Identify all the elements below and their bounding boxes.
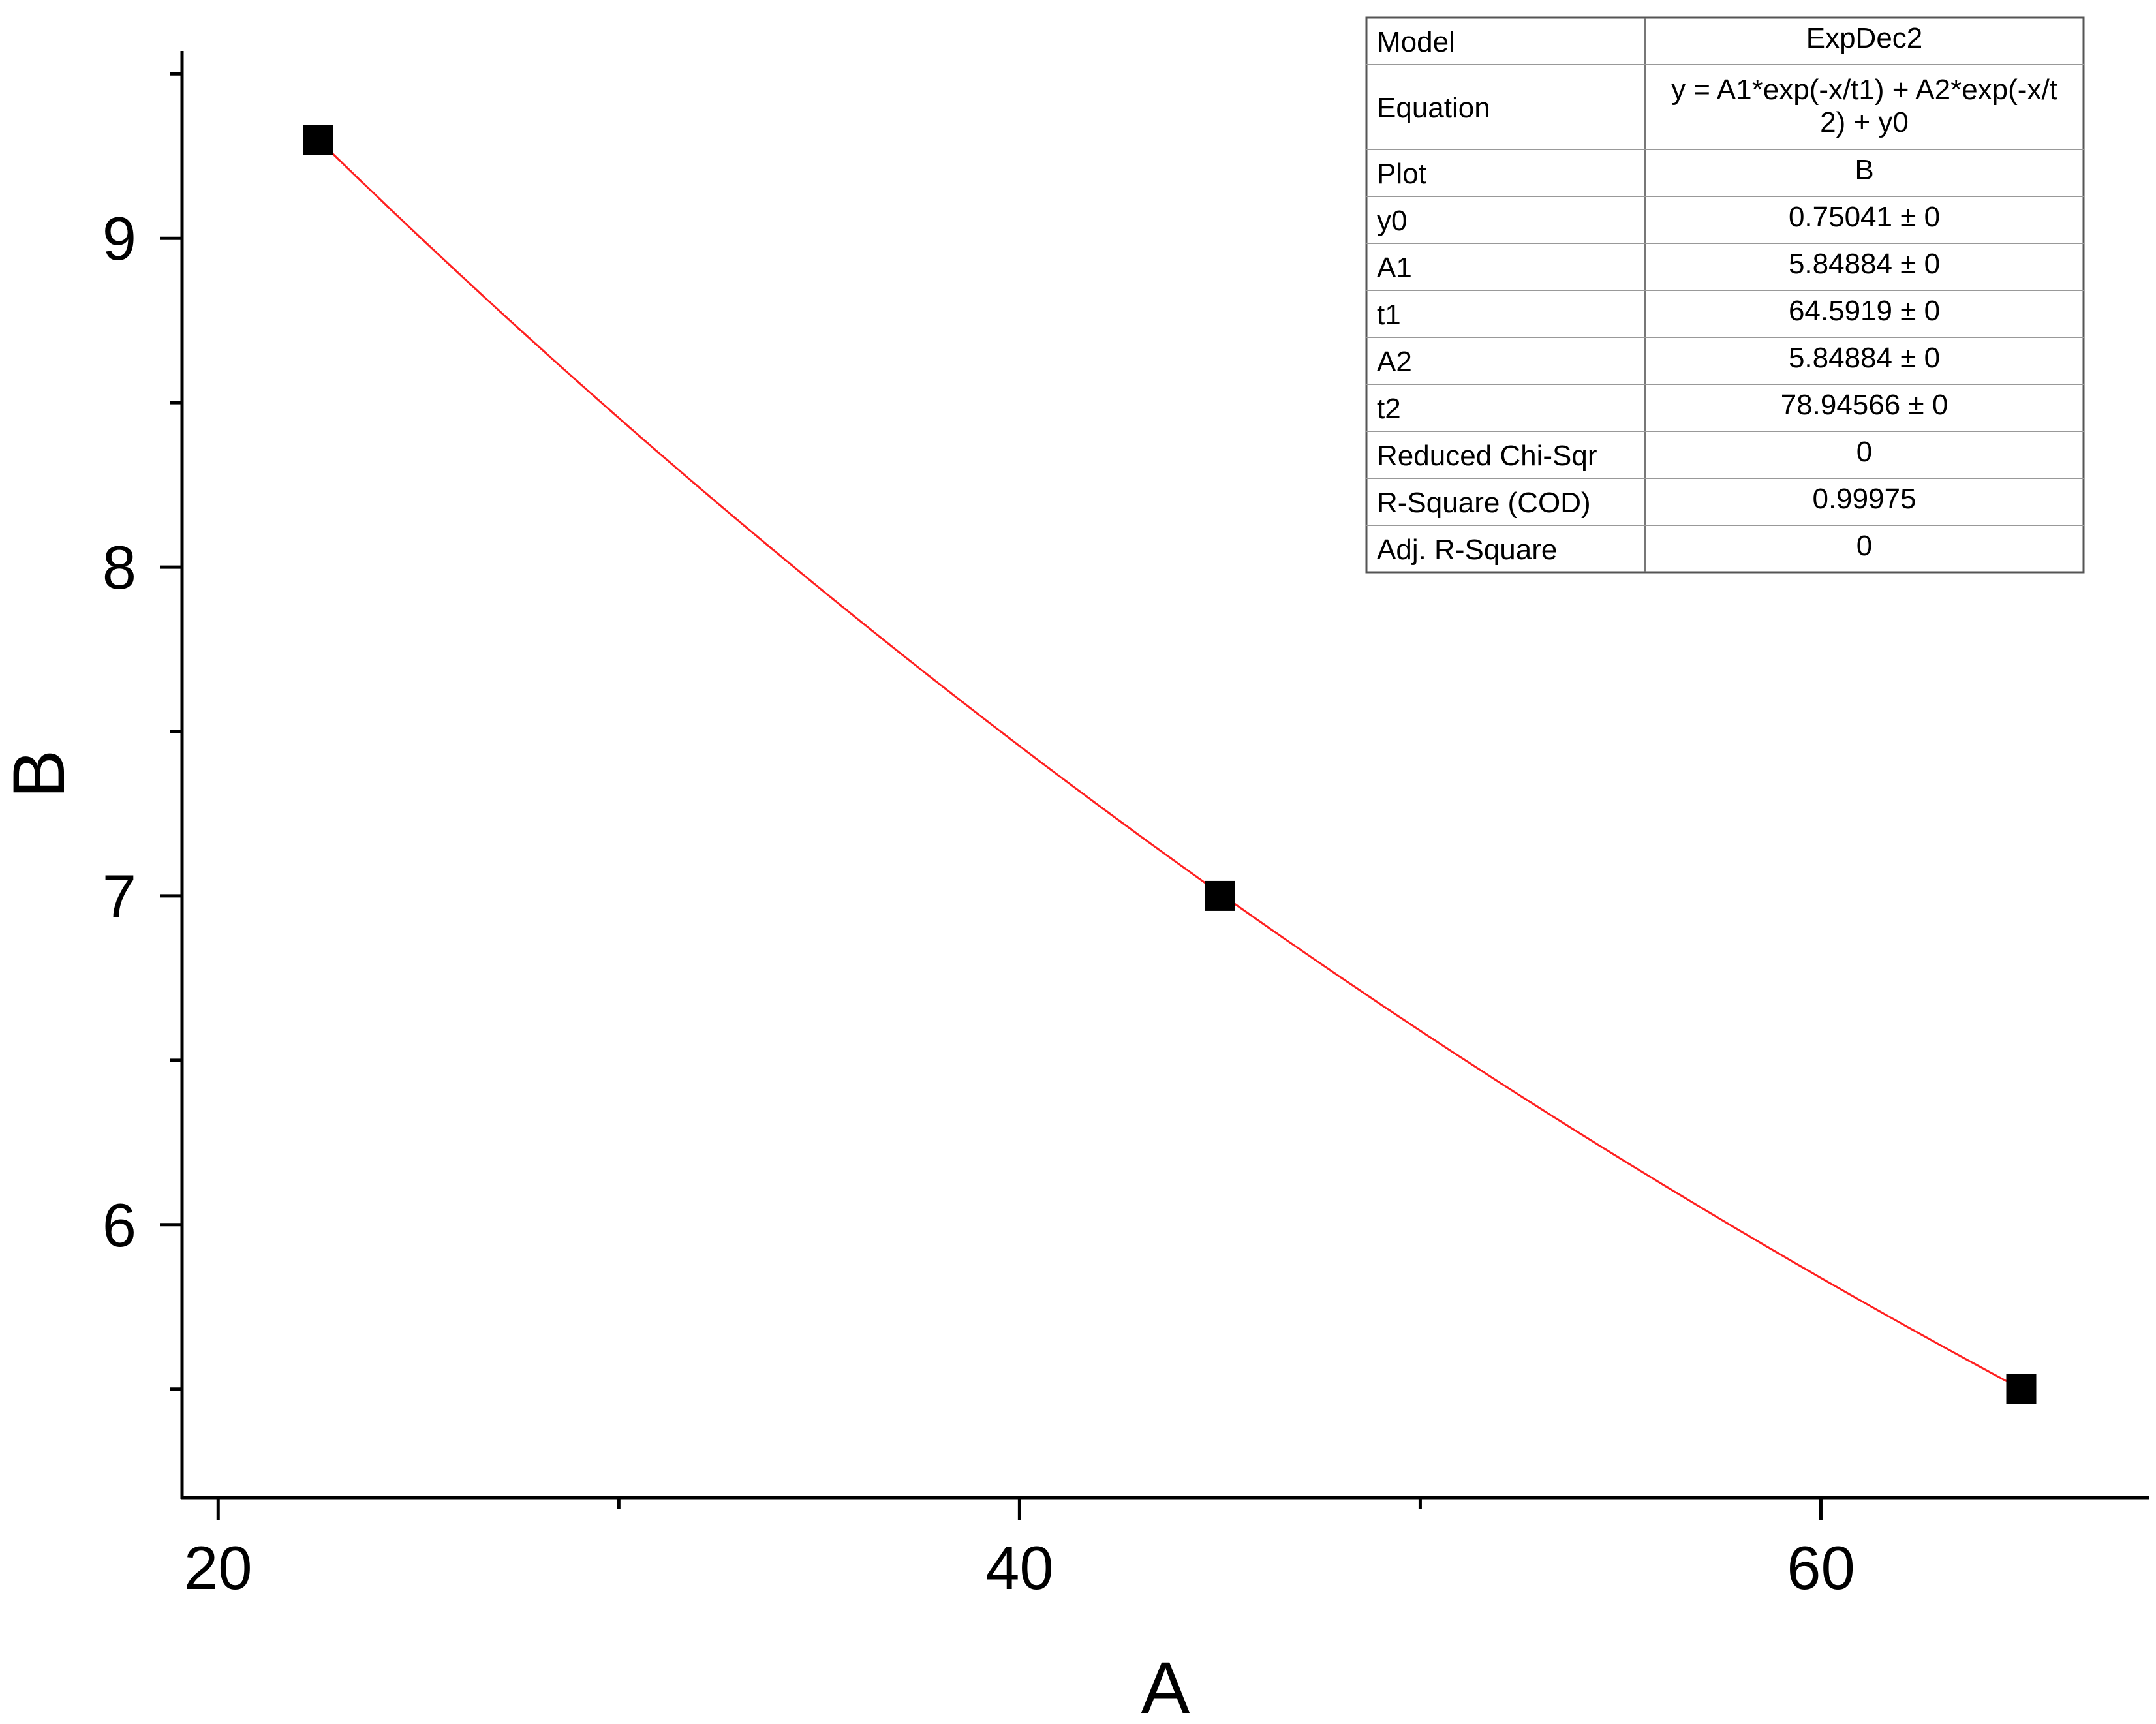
fit-table-value: 2) + y0 xyxy=(1820,106,1909,138)
ticks xyxy=(160,72,1823,1520)
fit-table-label: Equation xyxy=(1377,92,1490,124)
fit-table-value: 78.94566 ± 0 xyxy=(1781,389,1948,421)
fit-table-label: Model xyxy=(1377,26,1455,58)
fit-table-label: Adj. R-Square xyxy=(1377,534,1557,566)
data-point xyxy=(1205,880,1235,911)
fit-table-value: y = A1*exp(-x/t1) + A2*exp(-x/t xyxy=(1671,74,2057,106)
x-tick-label: 40 xyxy=(985,1533,1054,1602)
fit-layer xyxy=(317,138,2022,1391)
fit-table-value: 5.84884 ± 0 xyxy=(1789,342,1940,374)
tick-labels: 20 40 60 6 7 8 9 xyxy=(102,204,1855,1602)
fit-table-label: y0 xyxy=(1377,205,1407,237)
fit-table-label: t1 xyxy=(1377,299,1401,331)
fit-table-label: Plot xyxy=(1377,158,1426,190)
fit-table-value: 0 xyxy=(1856,436,1872,468)
fit-table-value: B xyxy=(1855,154,1873,186)
fit-curve xyxy=(317,138,2022,1391)
fit-table: Model ExpDec2 Equation y = A1*exp(-x/t1) + … xyxy=(1365,16,2085,574)
data-point xyxy=(303,125,333,155)
y-tick-label: 8 xyxy=(102,533,136,602)
data-point xyxy=(2006,1374,2037,1404)
fit-table-value: 0 xyxy=(1856,530,1872,562)
y-axis-title: B xyxy=(0,750,80,799)
x-axis-title: A xyxy=(1141,1647,1190,1724)
fit-table-label: t2 xyxy=(1377,393,1401,425)
fit-table-value: 0.99975 xyxy=(1812,483,1916,515)
fit-table-value: ExpDec2 xyxy=(1806,22,1923,54)
points-layer xyxy=(303,125,2037,1404)
fit-table-value: 64.5919 ± 0 xyxy=(1789,295,1940,327)
fit-table-label: Reduced Chi-Sqr xyxy=(1377,440,1597,472)
y-tick-label: 9 xyxy=(102,204,136,273)
fit-table-label: R-Square (COD) xyxy=(1377,487,1591,519)
x-tick-label: 20 xyxy=(184,1533,253,1602)
fit-table-label: A1 xyxy=(1377,252,1412,284)
fit-table-value: 5.84884 ± 0 xyxy=(1789,248,1940,280)
fit-table-label: A2 xyxy=(1377,346,1412,378)
y-tick-label: 6 xyxy=(102,1191,136,1259)
y-tick-label: 7 xyxy=(102,862,136,931)
fit-table-border xyxy=(1365,16,2085,574)
x-tick-label: 60 xyxy=(1787,1533,1855,1602)
fit-table-value: 0.75041 ± 0 xyxy=(1789,201,1940,233)
